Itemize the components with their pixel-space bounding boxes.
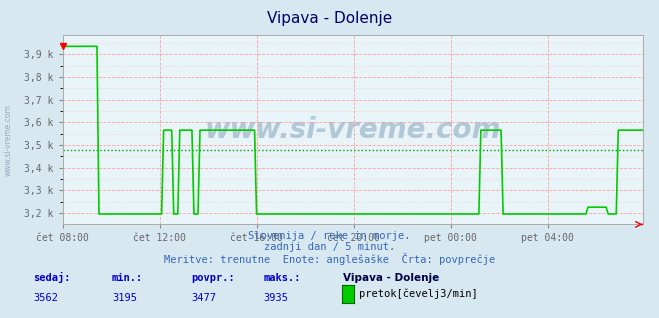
Text: 3935: 3935: [264, 293, 289, 302]
Text: sedaj:: sedaj:: [33, 273, 71, 283]
Text: 3195: 3195: [112, 293, 137, 302]
Text: min.:: min.:: [112, 273, 143, 283]
Text: Meritve: trenutne  Enote: anglešaške  Črta: povprečje: Meritve: trenutne Enote: anglešaške Črta…: [164, 253, 495, 265]
Text: povpr.:: povpr.:: [191, 273, 235, 283]
Text: Vipava - Dolenje: Vipava - Dolenje: [267, 11, 392, 26]
Text: 3477: 3477: [191, 293, 216, 302]
Text: www.si-vreme.com: www.si-vreme.com: [204, 115, 501, 144]
Text: www.si-vreme.com: www.si-vreme.com: [4, 104, 13, 176]
Text: maks.:: maks.:: [264, 273, 301, 283]
Text: zadnji dan / 5 minut.: zadnji dan / 5 minut.: [264, 242, 395, 252]
Text: Slovenija / reke in morje.: Slovenija / reke in morje.: [248, 231, 411, 240]
Text: pretok[čevelj3/min]: pretok[čevelj3/min]: [359, 289, 478, 299]
Text: Vipava - Dolenje: Vipava - Dolenje: [343, 273, 439, 283]
Text: 3562: 3562: [33, 293, 58, 302]
